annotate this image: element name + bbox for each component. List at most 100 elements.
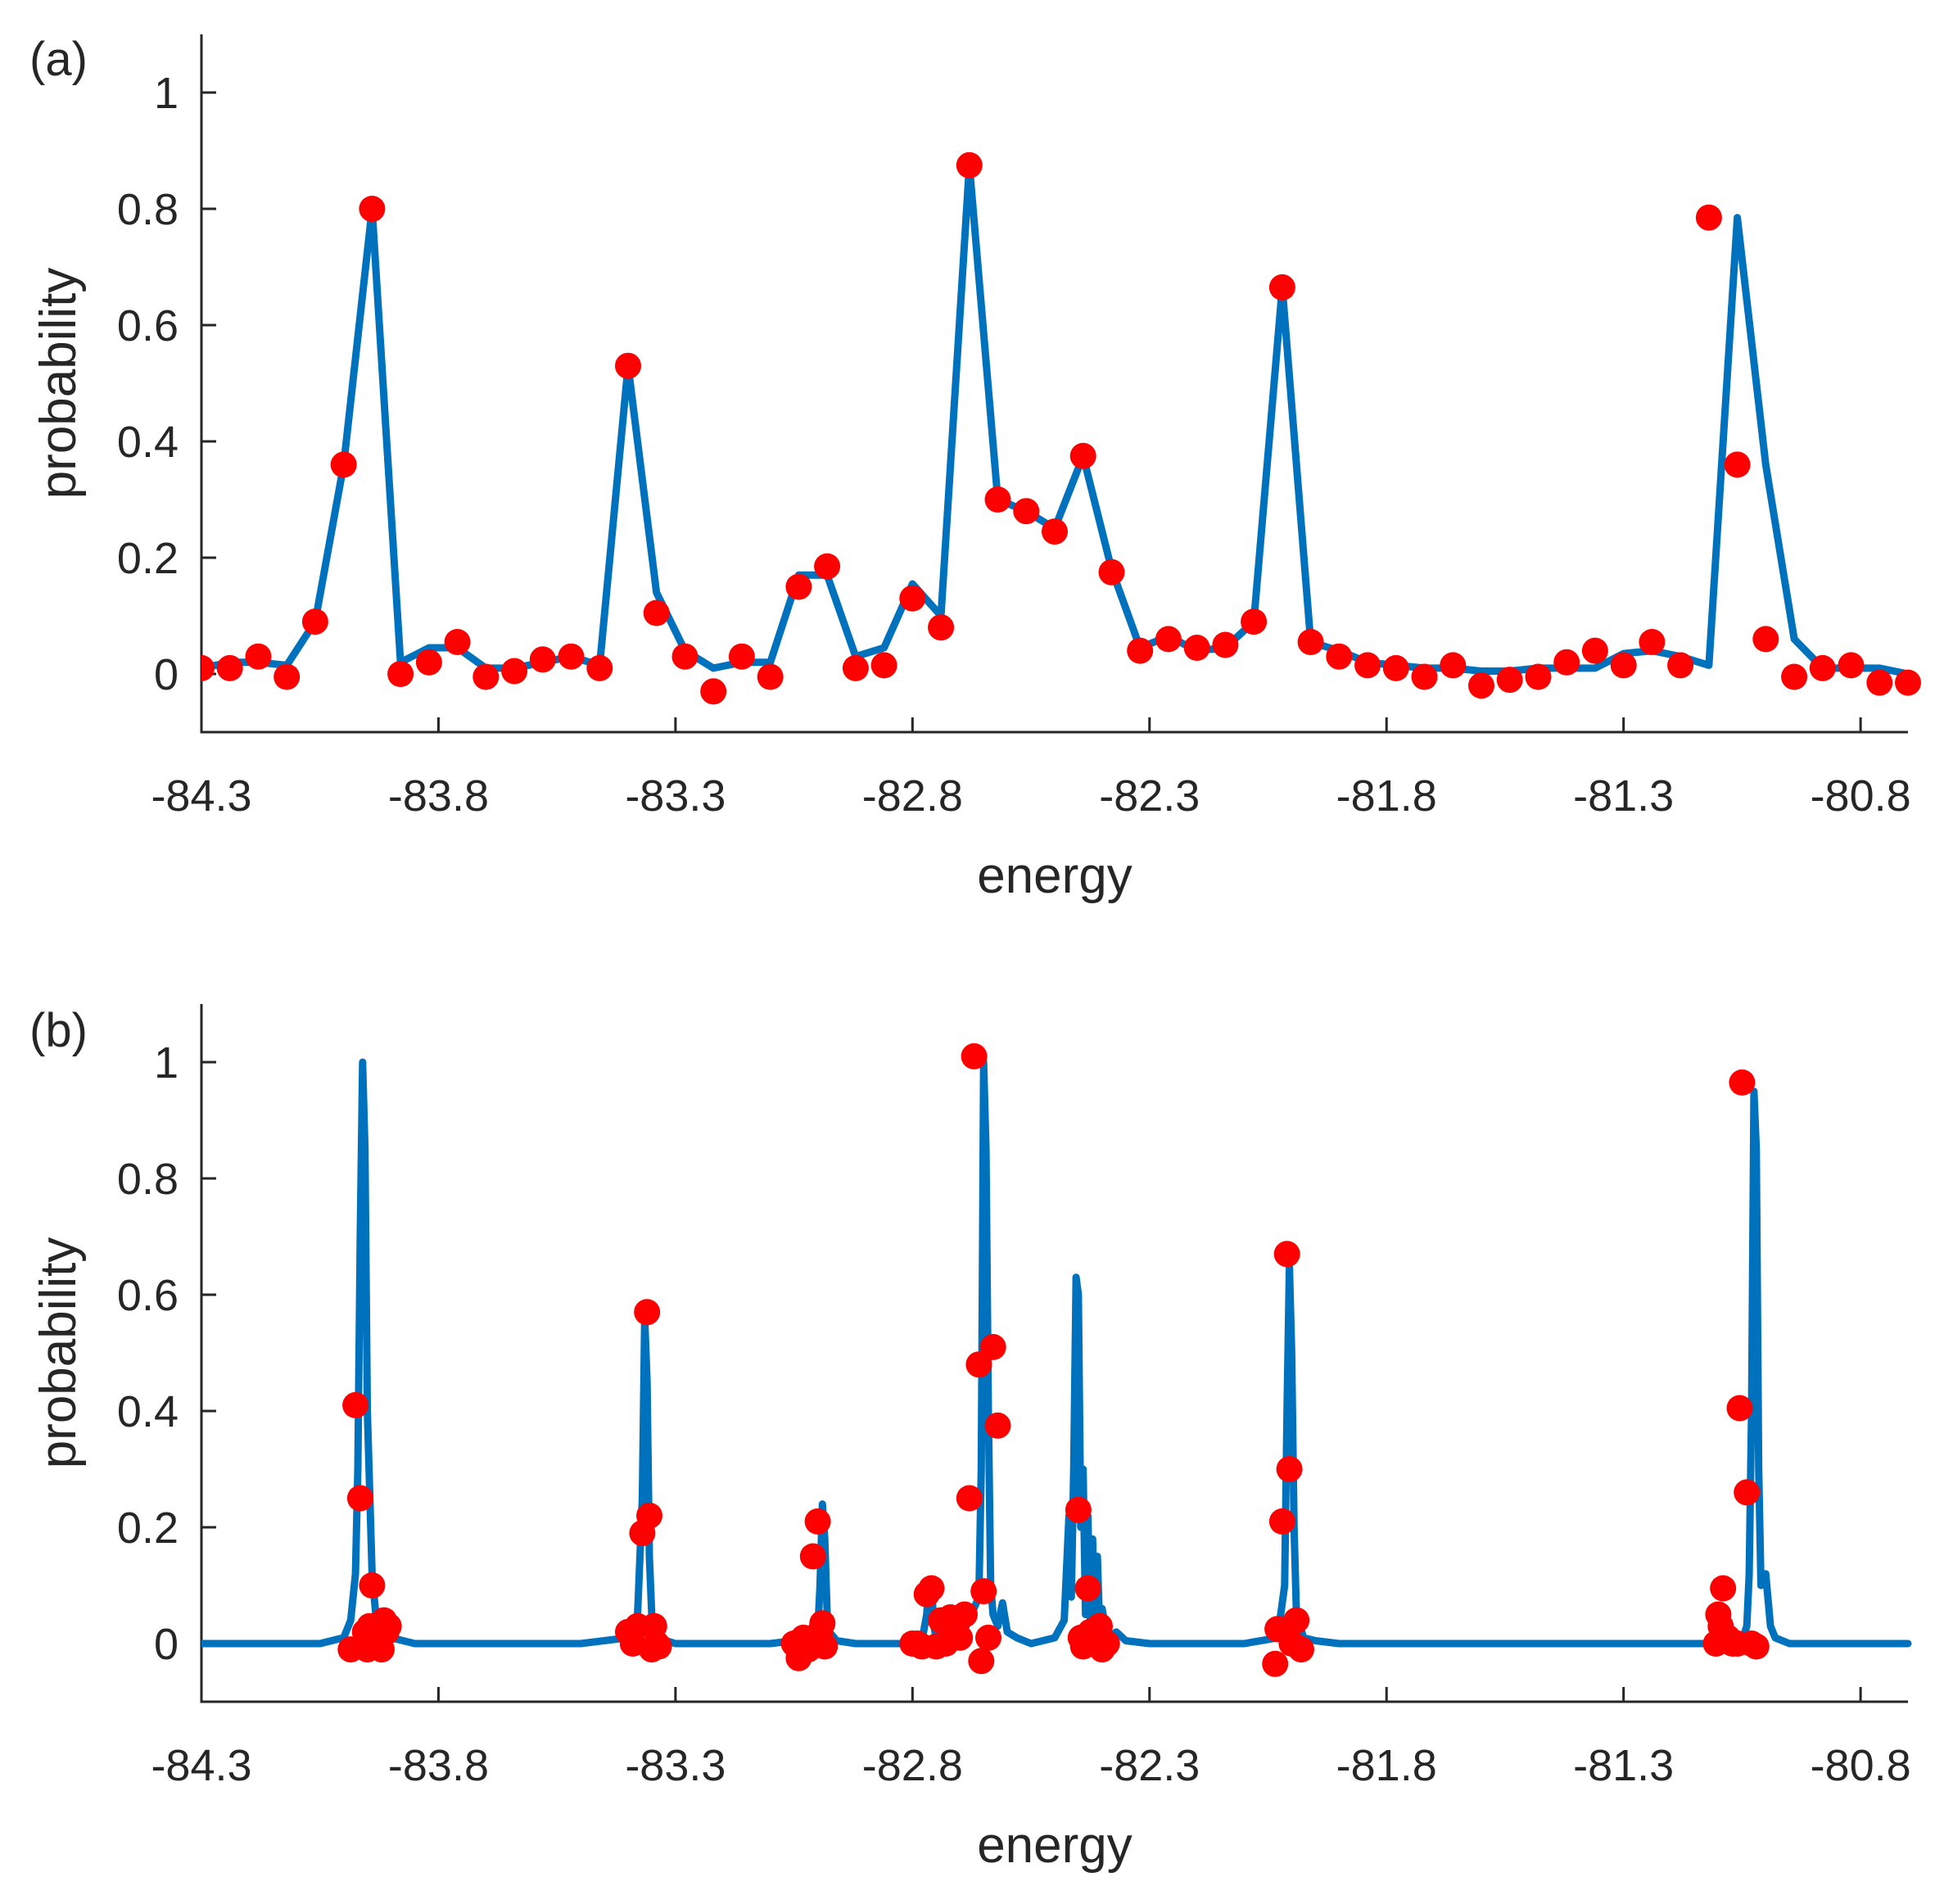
data-point (671, 643, 698, 670)
data-point (645, 1633, 672, 1660)
data-point (1496, 667, 1523, 694)
data-point (1098, 559, 1125, 586)
data-point (1183, 635, 1210, 661)
data-point (757, 663, 784, 690)
data-point (1838, 652, 1865, 679)
panel-label: (b) (29, 1004, 88, 1057)
data-point (1268, 274, 1295, 301)
x-tick-label: -82.3 (1099, 771, 1200, 821)
y-tick-label: 0.4 (117, 1387, 179, 1436)
y-axis-label: probability (30, 1237, 87, 1469)
x-tick-label: -82.3 (1099, 1741, 1200, 1790)
data-point (1610, 652, 1637, 679)
x-tick-label: -81.8 (1336, 771, 1437, 821)
data-point (947, 1624, 974, 1651)
x-tick-label: -81.8 (1336, 1741, 1437, 1790)
data-point (956, 1485, 983, 1512)
data-point (1013, 498, 1040, 525)
data-point (1581, 637, 1608, 664)
axes-lines (200, 1004, 1908, 1703)
data-point (961, 1042, 988, 1070)
data-point (1065, 1496, 1092, 1523)
data-point (928, 614, 955, 641)
y-axis-label: probability (30, 268, 87, 500)
data-point (1268, 1508, 1295, 1535)
data-point (1093, 1630, 1120, 1657)
data-point (1667, 652, 1694, 679)
data-point (1734, 1479, 1761, 1506)
data-point (956, 152, 983, 179)
data-point (968, 1648, 995, 1675)
data-point (375, 1612, 402, 1639)
y-tick-label: 0.8 (117, 1155, 179, 1204)
data-point (1781, 663, 1808, 690)
data-point (1411, 663, 1438, 690)
data-point (1241, 608, 1268, 635)
data-point (1743, 1633, 1770, 1660)
axes-lines (200, 34, 1908, 734)
data-point (1809, 654, 1836, 681)
data-point (979, 1333, 1006, 1360)
data-point (700, 678, 727, 705)
data-point (301, 608, 328, 635)
y-tick-label: 0.8 (117, 185, 179, 234)
data-point (952, 1601, 978, 1628)
series-line (201, 161, 1912, 678)
data-point (1895, 669, 1921, 696)
x-axis-label: energy (977, 1817, 1132, 1874)
data-point (785, 573, 812, 600)
plot-area (201, 1042, 1912, 1677)
data-point (799, 1543, 826, 1570)
x-tick-label: -80.8 (1811, 1741, 1911, 1790)
x-tick-label: -83.3 (625, 771, 726, 821)
data-point (387, 661, 414, 687)
data-point (1639, 629, 1666, 655)
data-point (1729, 1069, 1756, 1096)
data-point (586, 654, 613, 681)
y-tick-label: 0.4 (117, 418, 179, 467)
data-point (812, 1633, 839, 1660)
data-point (636, 1502, 662, 1529)
data-point (1069, 442, 1096, 469)
x-tick-label: -82.8 (862, 1741, 963, 1790)
data-point (342, 1391, 369, 1418)
data-point (359, 1572, 386, 1599)
data-point (1752, 626, 1779, 653)
data-point (444, 629, 471, 655)
data-point (1262, 1650, 1289, 1677)
data-point (1212, 631, 1239, 658)
data-point (1288, 1636, 1314, 1663)
x-tick-label: -83.8 (388, 771, 489, 821)
data-point (359, 196, 386, 222)
data-point (558, 643, 585, 670)
data-point (634, 1299, 661, 1326)
panel-b: (b) -84.3 -83.8 -83.3 -82.8 -82.3 -81.8 -81.3 -8… (29, 1004, 1912, 1874)
data-point (1326, 643, 1353, 670)
x-tick-label: -84.3 (151, 1741, 251, 1790)
x-tick-label: -83.8 (388, 1741, 489, 1790)
data-point (1276, 1456, 1303, 1482)
y-tick-label: 0 (154, 1620, 179, 1669)
x-tick-label: -84.3 (151, 771, 251, 821)
data-point (216, 654, 243, 681)
y-tick-label: 0.6 (117, 1271, 179, 1320)
data-point (1273, 1241, 1300, 1268)
data-point (501, 658, 528, 685)
data-point (918, 1575, 945, 1602)
x-axis-label: energy (977, 848, 1132, 904)
data-point (1525, 663, 1552, 690)
y-tick-label: 1 (154, 1038, 179, 1088)
panel-label: (a) (29, 33, 88, 86)
data-point (346, 1485, 373, 1512)
data-point (1042, 518, 1068, 545)
data-point (975, 1624, 1001, 1651)
data-point (1724, 451, 1751, 478)
data-point (984, 1412, 1011, 1439)
data-point (1440, 652, 1467, 679)
data-point (1354, 652, 1381, 679)
data-point (643, 599, 670, 626)
data-point (1710, 1575, 1737, 1602)
y-tick-label: 1 (154, 69, 179, 118)
x-tick-label: -80.8 (1811, 771, 1911, 821)
x-tick-label: -81.3 (1573, 1741, 1674, 1790)
